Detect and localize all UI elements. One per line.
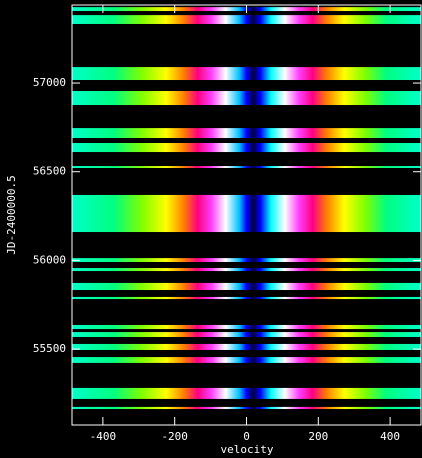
- x-tick-label: -200: [161, 430, 188, 443]
- y-tick-label: 56000: [33, 253, 66, 266]
- y-tick-label: 57000: [33, 76, 66, 89]
- spectrum-strip: [72, 296, 421, 300]
- spectrum-strip: [72, 166, 421, 168]
- spectrum-strip: [72, 15, 421, 24]
- x-axis-label: velocity: [221, 443, 274, 456]
- spectrum-strip: [72, 343, 421, 350]
- spectrum-strip: [72, 91, 421, 106]
- y-tick-label: 56500: [33, 165, 66, 178]
- y-tick-label: 55500: [33, 342, 66, 355]
- x-tick-label: 400: [380, 430, 400, 443]
- spectrum-strip: [72, 282, 421, 291]
- spectrum-strip: [72, 406, 421, 410]
- spectrum-strip: [72, 387, 421, 399]
- x-tick-label: 200: [308, 430, 328, 443]
- spectrum-strip: [72, 357, 421, 363]
- x-tick-label: 0: [243, 430, 250, 443]
- spectrum-strip: [72, 268, 421, 272]
- spectrum-strip: [72, 258, 421, 263]
- spectrum-strip: [72, 142, 421, 153]
- y-axis-label: JD-2400000.5: [5, 175, 18, 254]
- spectrum-strip: [72, 332, 421, 338]
- x-tick-label: -400: [90, 430, 117, 443]
- spectrum-strip: [72, 67, 421, 81]
- spectrum-strip: [72, 194, 421, 233]
- spectrum-strip: [72, 128, 421, 139]
- spectrum-strip: [72, 324, 421, 330]
